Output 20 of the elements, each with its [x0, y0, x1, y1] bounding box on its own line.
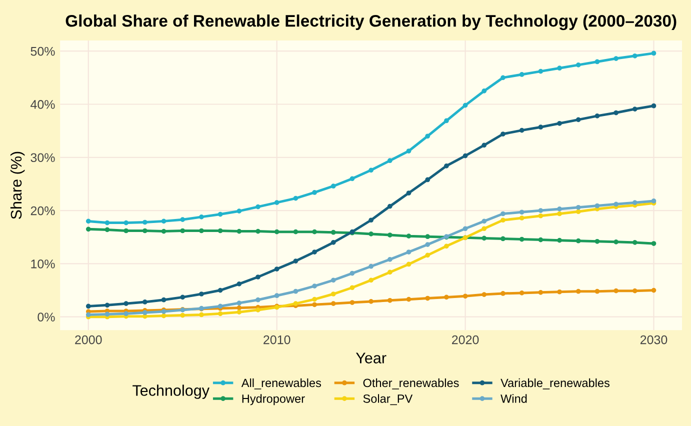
y-tick-label: 10% — [31, 260, 55, 268]
x-axis-title: Year — [356, 352, 386, 364]
x-tick-label: 2030 — [640, 335, 668, 344]
legend-title: Technology — [132, 384, 210, 399]
legend-label: Solar_PV — [363, 394, 413, 406]
y-axis-title: Share (%) — [10, 152, 25, 219]
legend-label: Hydropower — [242, 394, 305, 406]
legend-label: Variable_renewables — [500, 378, 610, 390]
legend-label: Other_renewables — [363, 378, 459, 390]
y-tick-label: 50% — [30, 46, 55, 56]
chart-title: Global Share of Renewable Electricity Generation by Technology (2000–2030) — [66, 14, 676, 30]
x-tick-label: 2020 — [452, 335, 479, 344]
legend-label: All_renewables — [241, 378, 322, 390]
y-tick-label: 40% — [30, 100, 55, 109]
x-tick-label: 2000 — [75, 335, 102, 344]
y-tick-label: 0% — [38, 312, 55, 322]
y-tick-label: 20% — [30, 206, 55, 216]
x-tick-label: 2010 — [264, 335, 290, 344]
legend-label: Wind — [500, 394, 527, 403]
y-tick-label: 30% — [30, 153, 55, 162]
